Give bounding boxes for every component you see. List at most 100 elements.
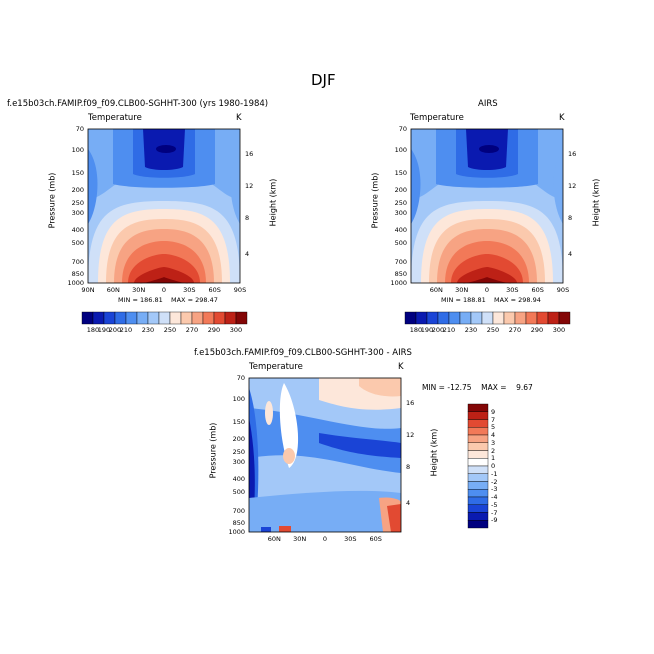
panel3-colorbar-swatch (467, 504, 489, 513)
panel1-colorbar-swatch (213, 311, 226, 325)
panel2-ytick-label: 850 (394, 269, 407, 278)
panel1-colorbar-label: 230 (141, 326, 155, 334)
panel3-colorbar-swatch (467, 419, 489, 428)
panel1-colorbar-swatch (125, 311, 138, 325)
panel1-ylabel: Pressure (mb) (47, 172, 57, 229)
panel3-ytick-label: 100 (232, 394, 245, 403)
panel1-y2tick-label: 8 (245, 214, 250, 223)
panel3-colorbar (467, 403, 489, 529)
panel2-min-value: 188.81 (462, 296, 486, 304)
panel3-colorbar-swatch (467, 403, 489, 412)
panel2-header: AIRS (478, 99, 498, 109)
panel3-colorbar-label: -3 (491, 485, 498, 494)
panel1-right-title: K (236, 113, 242, 123)
panel3-colorbar-label: 4 (491, 431, 496, 439)
panel2-colorbar-swatch (492, 311, 505, 325)
panel2-colorbar-label: 180 (409, 326, 423, 334)
panel2-colorbar-label: 230 (464, 326, 478, 334)
panel1-ytick-label: 500 (71, 238, 84, 247)
panel3-ytick-label: 70 (236, 374, 245, 382)
panel3-colorbar-label: -4 (491, 493, 498, 501)
panel1-ytick-label: 70 (75, 125, 84, 133)
axes (248, 377, 402, 533)
panel3-xtick-label: 30N (293, 535, 307, 543)
panel3-left-title: Temperature (249, 362, 303, 372)
panel1-colorbar (81, 311, 248, 325)
panel2-ytick-label: 300 (394, 209, 407, 218)
panel3-colorbar-label: -1 (491, 469, 498, 478)
panel2-ytick-label: 400 (394, 225, 407, 234)
panel2-xtick-label: 60N (429, 286, 443, 294)
panel3-ytick-label: 500 (232, 487, 245, 496)
panel3-right-title: K (398, 362, 404, 372)
panel2-right-title: K (559, 113, 565, 123)
panel2-colorbar-swatch (525, 311, 538, 325)
panel3-ytick-label: 700 (232, 507, 245, 516)
panel3-stats: MIN = -12.75 MAX = 9.67 (422, 383, 533, 392)
panel2-ytick-label: 200 (394, 185, 407, 194)
panel3-colorbar-label: 1 (491, 454, 496, 463)
panel1-colorbar-label: 250 (163, 326, 177, 334)
panel1-y2tick-label: 12 (245, 181, 254, 190)
panel3-ytick-label: 150 (232, 418, 245, 427)
panel2-y2tick-label: 12 (568, 181, 577, 190)
panel1-colorbar-swatch (191, 311, 204, 325)
panel2-ytick-label: 250 (394, 198, 407, 207)
temperature-field (88, 129, 240, 284)
panel2-ytick-label: 100 (394, 145, 407, 154)
panel1-colorbar-swatch (169, 311, 182, 325)
panel3-colorbar-label: -5 (491, 500, 498, 509)
panel2-ylabel: Pressure (mb) (370, 172, 380, 229)
panel1-colorbar-swatch (202, 311, 215, 325)
panel2-xtick-label: 30N (455, 286, 469, 294)
panel2-colorbar-swatch (481, 311, 494, 325)
panel2-left-title: Temperature (410, 113, 464, 123)
panel1-xtick-label: 90S (233, 286, 247, 294)
panel3-y2tick-label: 8 (406, 463, 411, 472)
panel1-colorbar-label: 290 (207, 326, 221, 334)
panel3-colorbar-swatch (467, 465, 489, 474)
panel3-colorbar-swatch (467, 411, 489, 420)
panel3-colorbar-label: -2 (491, 477, 498, 486)
panel3-colorbar-label: 0 (491, 462, 496, 470)
panel1-colorbar-swatch (224, 311, 237, 325)
panel3-header: f.e15b03ch.FAMIP.f09_f09.CLB00-SGHHT-300… (194, 348, 412, 358)
panel3-ytick-label: 250 (232, 447, 245, 456)
panel3-colorbar-swatch (467, 450, 489, 459)
panel2-colorbar-swatch (415, 311, 428, 325)
panel2-colorbar (404, 311, 571, 325)
panel3-colorbar-label: -7 (491, 508, 498, 517)
panel2-y2tick-label: 16 (568, 149, 577, 158)
panel2-max-label: MAX = (494, 296, 517, 304)
panel3-xtick-label: 60N (267, 535, 281, 543)
panel1-ytick-label: 700 (71, 258, 84, 267)
panel1-xtick-label: 30S (183, 286, 196, 294)
panel3-colorbar-label: 3 (491, 438, 496, 447)
page-title: DJF (311, 71, 336, 89)
panel1-colorbar-label: 270 (185, 326, 199, 334)
panel3-y2tick-label: 12 (406, 430, 415, 439)
panel1-min-value: 186.81 (139, 296, 163, 304)
panel2-colorbar-swatch (459, 311, 472, 325)
panel3-ytick-label: 1000 (228, 528, 245, 536)
panel3-y2tick-label: 4 (406, 498, 411, 507)
panel1-colorbar-label: 200 (108, 326, 122, 334)
panel2-colorbar-swatch (426, 311, 439, 325)
panel2-ytick-label: 70 (398, 125, 407, 133)
panel1-y2tick-label: 16 (245, 149, 254, 158)
panel2-xtick-label: 90S (556, 286, 570, 294)
panel2-stats: MIN = 188.81 MAX = 298.94 (441, 296, 541, 304)
panel1-min-label: MIN = (118, 296, 138, 304)
panel2-y2tick-label: 8 (568, 214, 573, 223)
panel2-colorbar-label: 210 (442, 326, 456, 334)
panel3-ytick-label: 300 (232, 458, 245, 467)
panel3-colorbar-swatch (467, 512, 489, 521)
panel1-colorbar-label: 180 (86, 326, 100, 334)
panel2-colorbar-swatch (514, 311, 527, 325)
panel3-ylabel: Pressure (mb) (208, 422, 218, 479)
panel1-header: f.e15b03ch.FAMIP.f09_f09.CLB00-SGHHT-300… (7, 99, 269, 109)
panel2-xtick-label: 60S (531, 286, 544, 294)
panel3-colorbar-label: 2 (491, 446, 496, 455)
panel3-contour-plot (248, 377, 402, 533)
temperature-field (411, 129, 563, 284)
